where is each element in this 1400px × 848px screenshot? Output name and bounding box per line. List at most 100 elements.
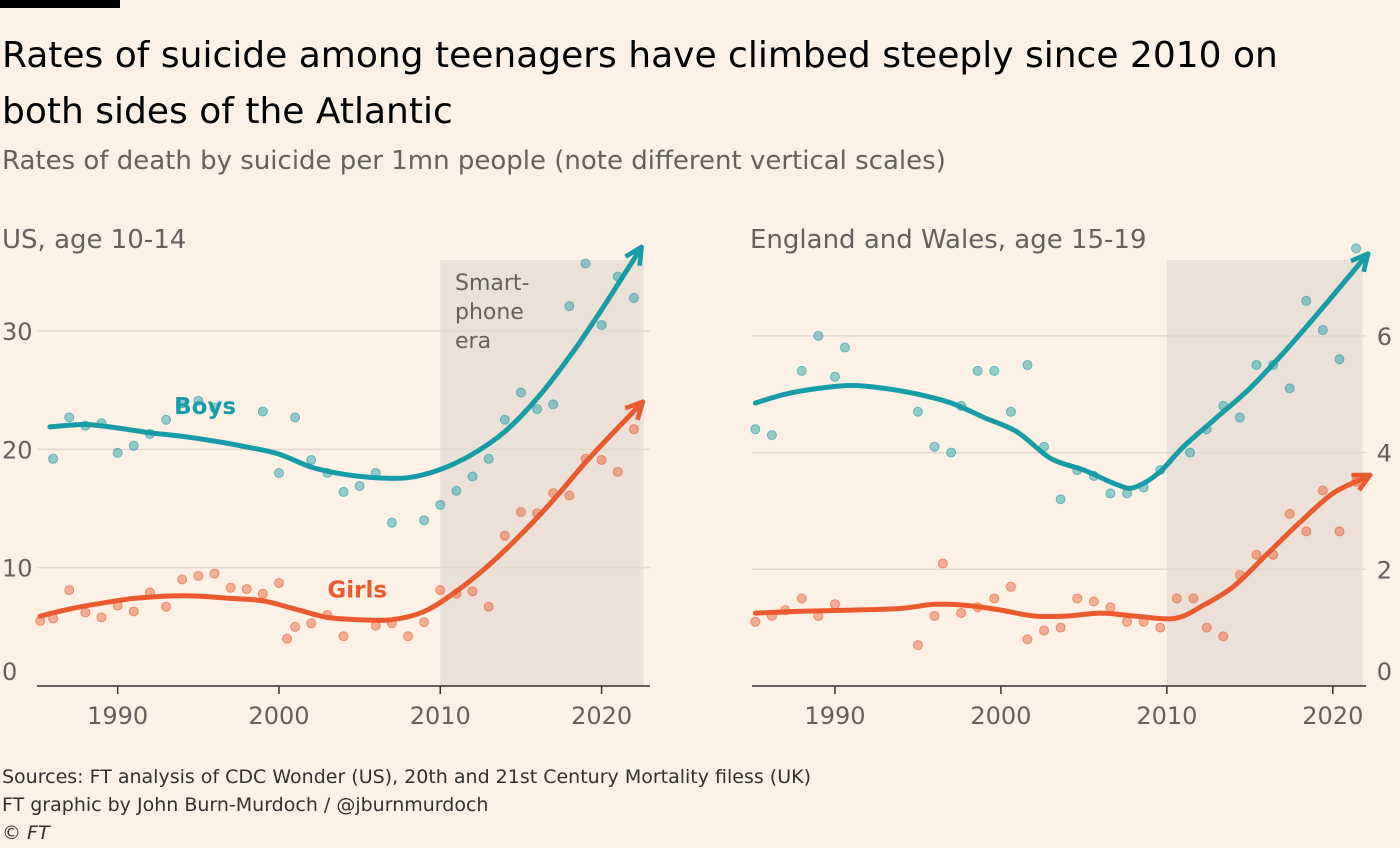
girls-point: [1005, 581, 1016, 592]
x-tick-label: 1990: [87, 702, 148, 730]
girls-point: [290, 621, 301, 632]
girls-point: [1301, 526, 1312, 537]
shaded-region: [1166, 260, 1363, 686]
girls-point: [435, 585, 446, 596]
boys-point: [1105, 488, 1116, 499]
girls-point: [612, 466, 623, 477]
girls-point: [1317, 485, 1328, 496]
girls-series-label: Girls: [327, 577, 387, 603]
girls-point: [1088, 596, 1099, 607]
boys-point: [1334, 354, 1345, 365]
y-tick-label: 30: [2, 318, 33, 346]
boys-point: [112, 447, 123, 458]
boys-point: [161, 414, 172, 425]
girls-point: [1171, 593, 1182, 604]
boys-point: [435, 499, 446, 510]
boys-point: [596, 320, 607, 331]
boys-point: [1022, 360, 1033, 371]
boys-trend-line: [752, 260, 1362, 491]
girls-point: [64, 585, 75, 596]
boys-point: [972, 365, 983, 376]
girls-point: [1284, 508, 1295, 519]
girls-point: [128, 606, 139, 617]
girls-point: [403, 631, 414, 642]
girls-point: [1188, 593, 1199, 604]
boys-trend-line: [47, 254, 637, 481]
panel-title: US, age 10-14: [2, 225, 186, 255]
girls-point: [1039, 625, 1050, 636]
credit-line: FT graphic by John Burn-Murdoch / @jburn…: [2, 794, 489, 816]
boys-point: [946, 447, 957, 458]
girls-point: [193, 570, 204, 581]
chart-title: Rates of suicide among teenagers have cl…: [2, 35, 1278, 132]
boys-point: [1185, 447, 1196, 458]
boys-point: [912, 406, 923, 417]
girls-point: [1105, 602, 1116, 613]
girls-point: [1201, 622, 1212, 633]
y-tick-label: 10: [2, 555, 33, 583]
girls-point: [829, 599, 840, 610]
shaded-region-label: Smart-phone era: [455, 271, 530, 354]
boys-point: [193, 395, 204, 406]
girls-point: [273, 578, 284, 589]
boys-point: [451, 485, 462, 496]
boys-point: [813, 330, 824, 341]
girls-point: [989, 593, 1000, 604]
boys-point: [354, 481, 365, 492]
y-tick-label: 0: [1377, 658, 1392, 686]
y-tick-label: 20: [2, 436, 33, 464]
y-tick-label: 6: [1377, 323, 1392, 351]
boys-point: [796, 365, 807, 376]
boys-point: [829, 371, 840, 382]
girls-point: [483, 601, 494, 612]
x-tick-label: 1990: [804, 702, 865, 730]
boys-point: [1317, 325, 1328, 336]
girls-point: [306, 618, 317, 629]
boys-point: [499, 414, 510, 425]
girls-point: [225, 582, 236, 593]
y-tick-label: 2: [1377, 556, 1392, 584]
x-tick-label: 2000: [248, 702, 309, 730]
girls-point: [956, 608, 967, 619]
x-tick-label: 2020: [571, 702, 632, 730]
boys-point: [1251, 360, 1262, 371]
girls-point: [241, 583, 252, 594]
shaded-region-label-line: phone: [455, 300, 524, 325]
chart-panel-2: England and Wales, age 15-19 0 2 4 6 1990 2000…: [750, 225, 1392, 730]
girls-point: [161, 601, 172, 612]
girls-point: [257, 588, 268, 599]
boys-point: [1284, 383, 1295, 394]
girls-point: [96, 612, 107, 623]
x-tick-label: 2020: [1302, 702, 1363, 730]
girls-point: [1218, 631, 1229, 642]
boys-point: [64, 412, 75, 423]
girls-point: [929, 610, 940, 621]
girls-point: [1022, 634, 1033, 645]
girls-point: [1155, 622, 1166, 633]
girls-point: [499, 530, 510, 541]
shaded-region-label-line: era: [455, 329, 491, 354]
girls-point: [467, 586, 478, 597]
x-tick-label: 2000: [970, 702, 1031, 730]
boys-point: [548, 399, 559, 410]
girls-trend-line: [37, 408, 637, 623]
girls-point: [1334, 526, 1345, 537]
girls-point: [80, 607, 91, 618]
boys-point: [177, 398, 188, 409]
girls-point: [596, 454, 607, 465]
girls-point: [796, 593, 807, 604]
girls-point: [750, 616, 761, 627]
girls-point: [338, 631, 349, 642]
boys-point: [48, 453, 59, 464]
boys-point: [467, 471, 478, 482]
shaded-region-label-line: Smart-: [455, 271, 530, 296]
girls-point: [282, 633, 293, 644]
boys-point: [257, 406, 268, 417]
boys-point: [290, 412, 301, 423]
boys-point: [338, 486, 349, 497]
boys-point: [1301, 295, 1312, 306]
boys-point: [419, 515, 430, 526]
chart-panel-1: US, age 10-14 Smart-phone era 0 10 20 30 1990 20…: [2, 225, 650, 730]
y-tick-label: 4: [1377, 440, 1392, 468]
